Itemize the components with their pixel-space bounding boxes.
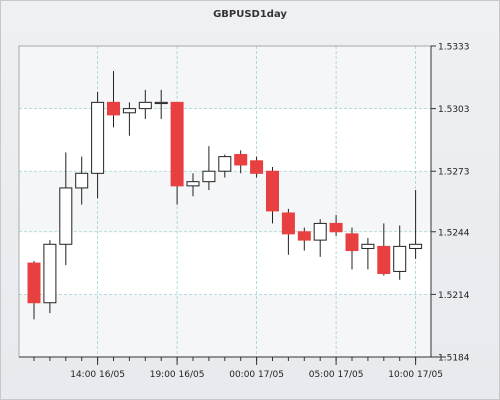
candle-body-up: [59, 187, 73, 245]
candle-body-down: [234, 154, 248, 166]
candle: [186, 173, 200, 197]
x-tick-label: 19:00 16/05: [150, 370, 205, 380]
candle: [250, 156, 264, 178]
candle-body-down: [107, 101, 120, 116]
plot-band: [19, 46, 431, 109]
candle: [170, 101, 184, 205]
chart-title: GBPUSD1day: [213, 9, 287, 20]
candle-body-up: [122, 108, 136, 114]
candle: [154, 89, 168, 120]
x-tick-label: 10:00 17/05: [388, 370, 443, 380]
y-tick-label: 1.5273: [438, 168, 470, 178]
candle-body-up: [75, 172, 89, 189]
candle-body-up: [361, 243, 375, 249]
y-tick-label: 1.5214: [438, 291, 470, 301]
candle-body-up: [393, 245, 407, 272]
x-tick-label: 05:00 17/05: [309, 370, 364, 380]
candle-body-up: [313, 222, 327, 241]
candle: [218, 154, 232, 178]
candle-body-up: [409, 243, 423, 249]
y-tick-label: 1.5184: [438, 354, 470, 364]
candle-body-up: [91, 101, 105, 174]
x-tick-label: 00:00 17/05: [229, 370, 284, 380]
candle-body-up: [138, 101, 152, 110]
candle: [361, 238, 375, 270]
y-tick-label: 1.5303: [438, 105, 470, 115]
candle: [345, 227, 359, 270]
candle-body-down: [329, 222, 343, 233]
candle-body-down: [170, 101, 184, 187]
candle-body-down: [250, 160, 264, 174]
candle-body-up: [218, 156, 232, 172]
candle: [91, 91, 105, 199]
candle: [43, 240, 57, 314]
candle-body-down: [266, 170, 279, 212]
candle: [393, 225, 407, 280]
candle: [377, 223, 391, 276]
candle: [329, 215, 343, 236]
candle-body-down: [27, 262, 41, 304]
candle: [202, 146, 216, 191]
candle-body-down: [297, 231, 311, 241]
plot-band: [19, 294, 431, 357]
candle: [75, 156, 89, 205]
candle-body-up: [186, 181, 200, 187]
x-tick-label: 14:00 16/05: [70, 370, 125, 380]
candle: [313, 219, 327, 257]
candle: [234, 150, 248, 174]
candle-body-up: [43, 243, 57, 304]
candle: [266, 167, 279, 224]
candle-body-down: [377, 245, 391, 275]
candle: [281, 208, 295, 255]
candle: [409, 190, 423, 259]
y-tick-label: 1.5333: [438, 43, 470, 53]
candle: [107, 71, 120, 128]
candle: [138, 89, 152, 120]
candle: [122, 102, 136, 136]
candle: [297, 227, 311, 251]
candle-body-down: [345, 233, 359, 252]
candle-body-down: [281, 212, 295, 235]
y-tick-label: 1.5244: [438, 228, 470, 238]
candle-body-up: [154, 101, 168, 105]
candle: [59, 152, 73, 266]
candle-body-up: [202, 170, 216, 183]
candle: [27, 260, 41, 320]
